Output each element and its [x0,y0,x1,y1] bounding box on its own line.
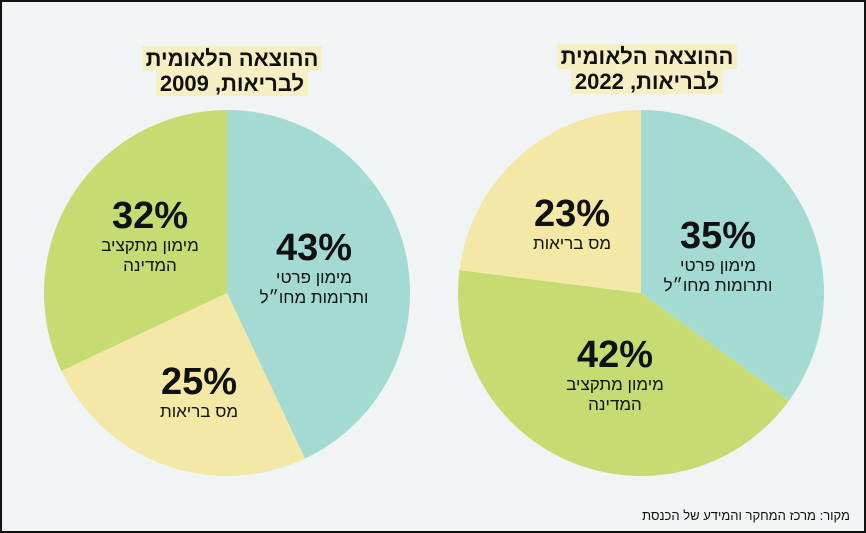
slice-label-tax: 25% מס בריאות [160,362,238,422]
desc-label: מס בריאות [532,234,612,253]
pie-slice-2009-0 [227,110,410,459]
pie-slice-2022-1 [458,270,790,476]
pct-label: 35% [679,215,757,257]
title-line-2: לבריאות, 2009 [155,71,309,96]
pie-slice-2022-2 [459,110,641,293]
title-line-1: ההוצאה הלאומית [556,44,738,69]
slice-label-state: 42% מימון מתקציב המדינה [566,335,664,415]
desc-label: מס בריאות [159,402,239,421]
pct-label: 32% [111,195,189,237]
pct-label: 25% [160,361,238,403]
desc-label: מימון פרטי [680,256,756,275]
pie-slice-2022-0 [641,110,824,401]
desc-label: ותרומות מחו״ל [259,288,369,307]
chart-title-2009: ההוצאה הלאומית לבריאות, 2009 [132,46,332,96]
desc-label: מימון מתקציב [566,375,664,394]
pct-label: 43% [275,227,353,269]
desc-label: מימון פרטי [276,268,352,287]
pct-label: 23% [533,193,611,235]
slice-label-private: 43% מימון פרטי ותרומות מחו״ל [260,228,369,308]
chart-title-2022: ההוצאה הלאומית לבריאות, 2022 [547,44,747,94]
title-line-2: לבריאות, 2022 [570,69,724,94]
slice-label-state: 32% מימון מתקציב המדינה [101,196,199,276]
slice-label-private: 35% מימון פרטי ותרומות מחו״ל [664,216,773,296]
desc-label: המדינה [123,256,177,275]
pct-label: 42% [576,334,654,376]
slice-label-tax: 23% מס בריאות [533,194,611,254]
desc-label: המדינה [588,395,642,414]
desc-label: מימון מתקציב [101,236,199,255]
source-note: מקור: מרכז המחקר והמידע של הכנסת [642,508,850,523]
title-line-1: ההוצאה הלאומית [141,46,323,71]
desc-label: ותרומות מחו״ל [663,276,773,295]
pie-slice-2009-1 [61,293,305,476]
pie-slice-2009-2 [44,110,227,371]
